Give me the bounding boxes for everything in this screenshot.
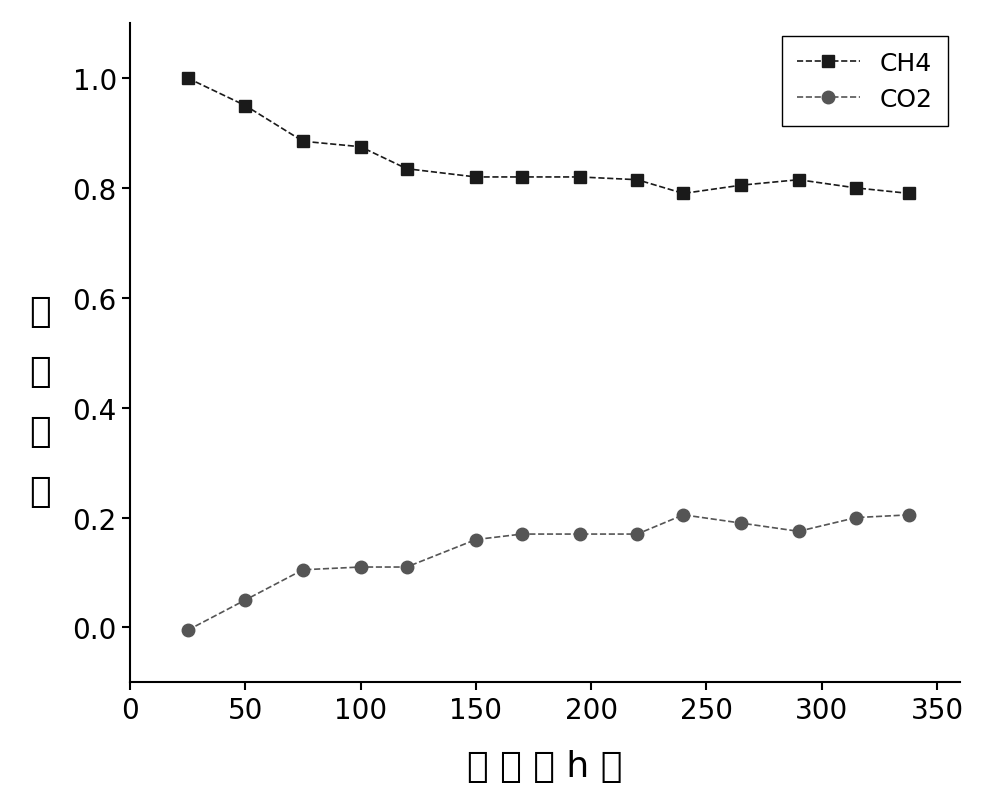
CO2 xyxy=(850,513,862,523)
CO2 xyxy=(677,511,689,520)
X-axis label: 时 间 （ h ）: 时 间 （ h ） xyxy=(467,748,623,783)
CO2 xyxy=(297,565,309,575)
CO2 xyxy=(516,530,528,540)
CH4 xyxy=(903,190,915,199)
CH4 xyxy=(574,173,586,182)
CH4 xyxy=(735,181,747,191)
CO2 xyxy=(470,535,482,544)
CH4 xyxy=(401,165,413,174)
CH4 xyxy=(355,143,367,153)
Text: 分: 分 xyxy=(29,414,51,449)
CH4 xyxy=(677,190,689,199)
CO2 xyxy=(355,562,367,572)
Text: 尔: 尔 xyxy=(29,354,51,389)
CO2 xyxy=(239,596,251,605)
Line: CO2: CO2 xyxy=(181,509,916,637)
CH4 xyxy=(470,173,482,182)
CO2 xyxy=(631,530,643,540)
CO2 xyxy=(574,530,586,540)
CH4 xyxy=(239,102,251,112)
Line: CH4: CH4 xyxy=(181,73,916,201)
CH4 xyxy=(297,137,309,147)
CO2 xyxy=(401,562,413,572)
CH4 xyxy=(793,176,805,185)
CH4 xyxy=(850,184,862,194)
Text: 摩: 摩 xyxy=(29,294,51,328)
CO2 xyxy=(735,519,747,528)
CO2 xyxy=(793,527,805,536)
Text: 数: 数 xyxy=(29,475,51,509)
CH4 xyxy=(182,74,194,84)
CO2 xyxy=(182,626,194,635)
Legend: CH4, CO2: CH4, CO2 xyxy=(782,37,948,127)
CH4 xyxy=(516,173,528,182)
CH4 xyxy=(631,176,643,185)
CO2 xyxy=(903,511,915,520)
